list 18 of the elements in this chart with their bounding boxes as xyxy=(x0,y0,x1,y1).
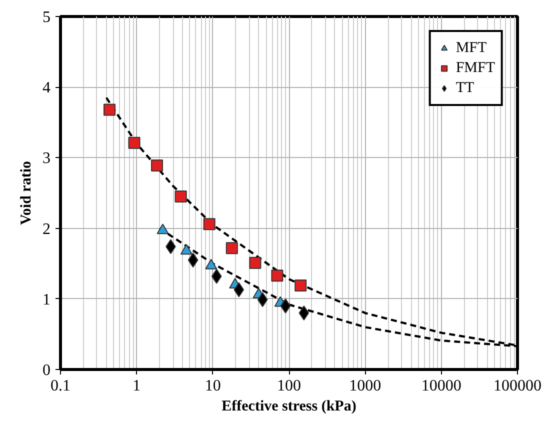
y-tick-label: 4 xyxy=(42,80,50,97)
y-tick-label: 5 xyxy=(42,9,50,26)
x-tick-label: 10 xyxy=(204,378,221,394)
x-tick-label: 100000 xyxy=(494,378,542,394)
y-axis-title: Void ratio xyxy=(18,160,34,226)
x-axis-title: Effective stress (kPa) xyxy=(222,398,356,414)
x-tick-label: 1 xyxy=(132,378,141,394)
x-tick-label: 1000 xyxy=(349,378,382,394)
y-tick-label: 3 xyxy=(42,150,50,168)
y-tick-label: 1 xyxy=(42,291,50,308)
y-tick-label: 2 xyxy=(42,220,50,238)
legend-label: TT xyxy=(456,80,476,96)
x-tick-label: 100 xyxy=(277,378,301,394)
x-tick-label: 0.1 xyxy=(50,378,70,394)
y-tick-label: 0 xyxy=(42,362,50,379)
legend-label: FMFT xyxy=(456,60,495,76)
x-tick-label: 10000 xyxy=(421,378,462,394)
legend-label: MFT xyxy=(456,40,487,56)
